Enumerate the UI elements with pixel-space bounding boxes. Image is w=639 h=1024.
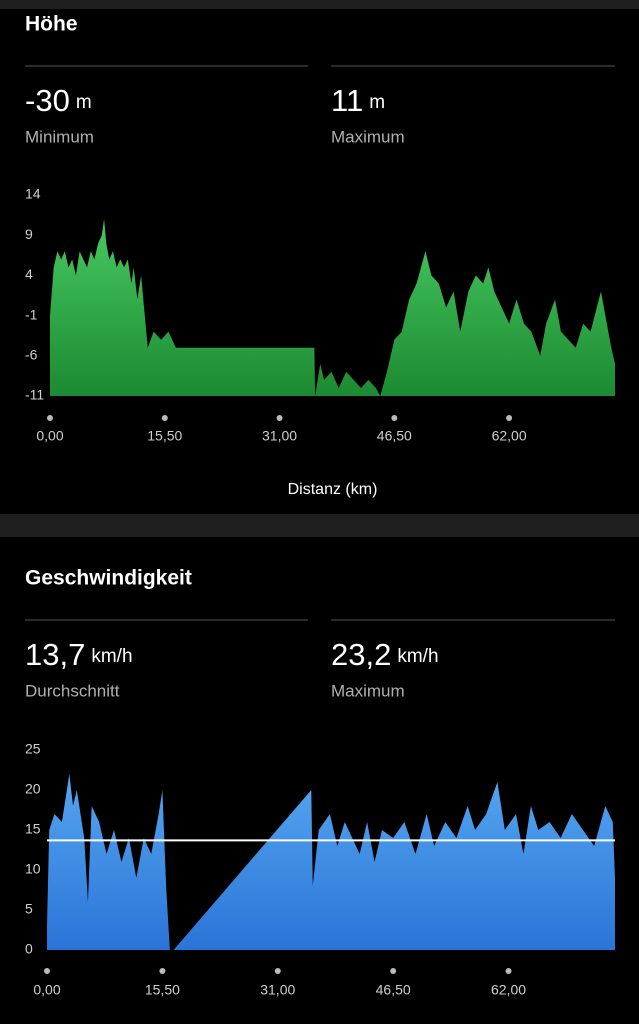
y-tick-label: 10 (25, 861, 41, 877)
y-tick-label: 4 (25, 266, 33, 282)
x-tick-dot (390, 968, 397, 974)
x-tick-label: 0,00 (33, 982, 60, 998)
y-tick-label: -6 (25, 347, 38, 363)
x-tick-dot (47, 415, 53, 421)
stat-number: 13,7 (25, 637, 85, 672)
stat-label: Durchschnitt (25, 681, 120, 700)
y-tick-label: 20 (25, 781, 41, 797)
x-tick-label: 46,50 (376, 982, 411, 998)
x-tick-dot (161, 415, 168, 421)
y-tick-label: 0 (25, 941, 33, 957)
x-tick-label: 62,00 (491, 982, 526, 998)
y-tick-label: 5 (25, 901, 33, 917)
x-tick-label: 62,00 (492, 428, 527, 444)
stat-number: -30 (25, 83, 70, 118)
x-tick-dot (391, 415, 398, 421)
x-tick-label: 31,00 (260, 982, 295, 998)
y-tick-label: -1 (25, 306, 38, 322)
top-band (0, 0, 639, 9)
stat-unit: m (369, 92, 385, 113)
y-tick-label: -11 (25, 387, 44, 403)
stat-value: 11 m (331, 83, 385, 118)
section-title: Höhe (25, 13, 78, 36)
stat-label: Maximum (331, 681, 405, 700)
x-tick-label: 0,00 (36, 428, 63, 444)
stat-value: 23,2 km/h (331, 637, 439, 672)
stat-label: Maximum (331, 127, 405, 146)
x-tick-dot (159, 968, 166, 974)
x-tick-label: 15,50 (145, 982, 180, 998)
x-tick-dot (276, 415, 283, 421)
x-tick-dot (274, 968, 281, 974)
stat-unit: m (76, 92, 92, 113)
stat-value: 13,7 km/h (25, 637, 133, 672)
stat-number: 11 (331, 83, 363, 118)
area (47, 774, 615, 950)
x-tick-dot (505, 968, 512, 974)
stat-unit: km/h (91, 646, 132, 667)
x-tick-label: 15,50 (147, 428, 182, 444)
section-title: Geschwindigkeit (25, 567, 192, 590)
stat-label: Minimum (25, 127, 94, 146)
x-tick-dot (506, 415, 513, 421)
x-tick-label: 31,00 (262, 428, 297, 444)
y-tick-label: 9 (25, 226, 33, 242)
x-tick-label: 46,50 (377, 428, 412, 444)
stat-value: -30 m (25, 83, 92, 118)
y-tick-label: 14 (25, 186, 41, 202)
area (50, 219, 615, 396)
y-tick-label: 15 (25, 821, 41, 837)
y-tick-label: 25 (25, 741, 41, 757)
stat-number: 23,2 (331, 637, 391, 672)
section-separator (0, 514, 639, 537)
stat-unit: km/h (397, 646, 438, 667)
x-tick-dot (44, 968, 50, 974)
x-axis-label: Distanz (km) (288, 481, 378, 498)
